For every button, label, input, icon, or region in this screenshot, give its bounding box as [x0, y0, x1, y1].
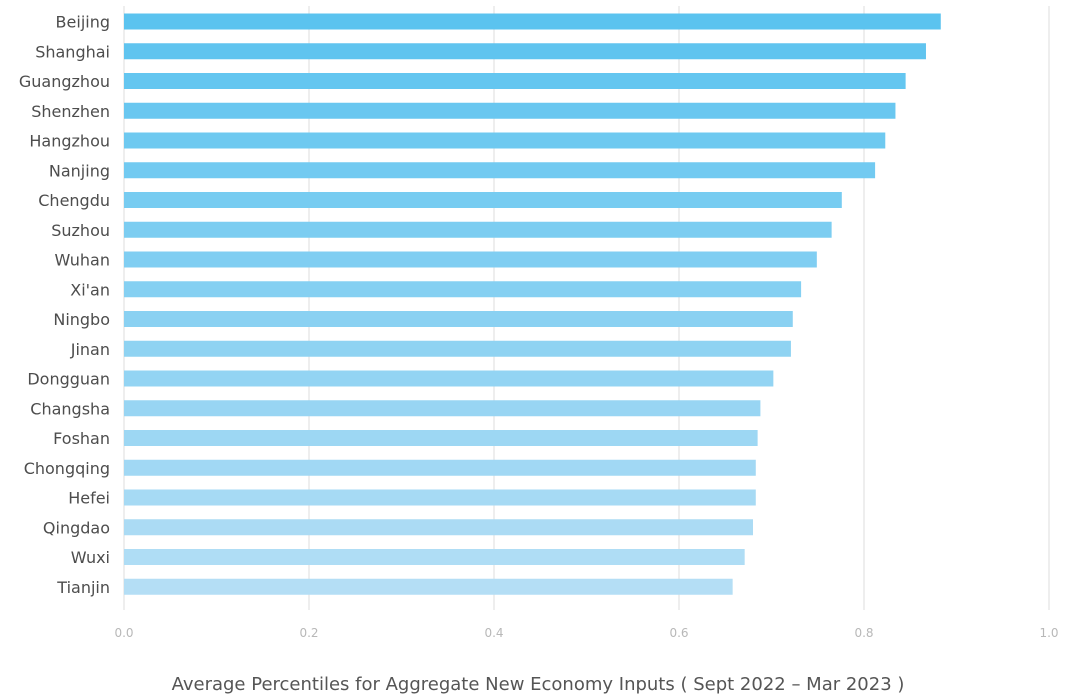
category-label: Changsha: [30, 399, 110, 418]
category-label: Hefei: [68, 489, 110, 508]
x-tick-label: 0.4: [484, 626, 503, 640]
x-tick-label: 0.2: [299, 626, 318, 640]
bar-beijing: [124, 13, 941, 30]
category-label: Suzhou: [51, 221, 110, 240]
category-label: Shanghai: [35, 42, 110, 61]
bar-qingdao: [124, 519, 753, 536]
bar-hangzhou: [124, 132, 886, 149]
category-label: Hangzhou: [29, 132, 110, 151]
category-label: Nanjing: [49, 161, 110, 180]
category-label: Ningbo: [53, 310, 110, 329]
bar-shanghai: [124, 43, 926, 60]
bar-chongqing: [124, 459, 756, 476]
category-label: Jinan: [70, 340, 110, 359]
bar-hefei: [124, 489, 756, 506]
bar-shenzhen: [124, 102, 896, 119]
category-label: Chongqing: [24, 459, 110, 478]
category-label: Dongguan: [27, 370, 110, 389]
x-tick-labels: 0.0 0.2 0.4 0.6 0.8 1.0: [114, 626, 1058, 640]
x-tick-label: 0.0: [114, 626, 133, 640]
bar-chengdu: [124, 192, 842, 208]
bar-nanjing: [124, 162, 876, 179]
category-label: Guangzhou: [19, 72, 110, 91]
category-labels: Beijing Shanghai Guangzhou Shenzhen Hangzhou…: [19, 13, 110, 597]
bar-foshan: [124, 430, 758, 446]
category-label: Xi'an: [70, 280, 110, 299]
bar-changsha: [124, 400, 761, 417]
x-tick-label: 0.8: [854, 626, 873, 640]
bar-xi-an: [124, 281, 802, 298]
x-tick-label: 0.6: [669, 626, 688, 640]
bar-wuxi: [124, 549, 745, 565]
category-label: Foshan: [53, 429, 110, 448]
category-label: Chengdu: [38, 191, 110, 210]
bar-ningbo: [124, 311, 793, 327]
category-label: Tianjin: [56, 578, 110, 597]
bar-tianjin: [124, 578, 733, 595]
bar-wuhan: [124, 251, 817, 268]
category-label: Wuhan: [55, 251, 110, 270]
bar-suzhou: [124, 221, 832, 238]
bars: [124, 13, 941, 595]
bar-dongguan: [124, 370, 774, 387]
bar-guangzhou: [124, 73, 906, 89]
category-label: Wuxi: [71, 548, 110, 567]
x-tick-label: 1.0: [1039, 626, 1058, 640]
category-label: Beijing: [56, 13, 110, 32]
x-axis-title: Average Percentiles for Aggregate New Ec…: [172, 674, 905, 695]
category-label: Qingdao: [43, 518, 110, 537]
bar-jinan: [124, 340, 791, 357]
category-label: Shenzhen: [31, 102, 110, 121]
